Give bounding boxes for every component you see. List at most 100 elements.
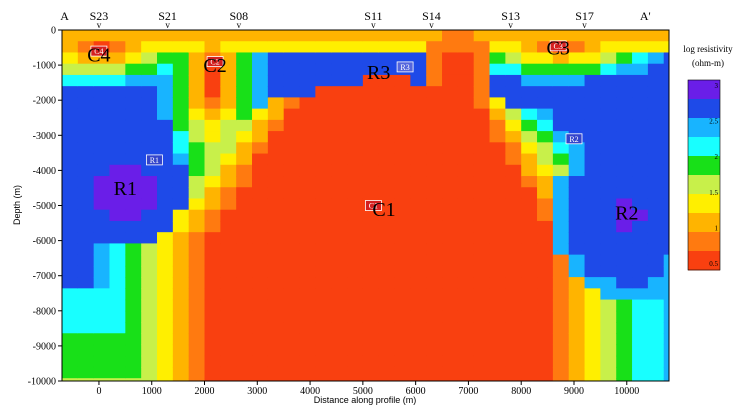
heatmap-cell xyxy=(647,153,665,166)
heatmap-cell xyxy=(473,288,491,301)
heatmap-cell xyxy=(426,198,443,211)
station-label: S21 xyxy=(158,9,177,23)
heatmap-cell xyxy=(252,310,269,323)
heatmap-cell xyxy=(188,119,206,132)
heatmap-cell xyxy=(220,119,237,132)
heatmap-cell xyxy=(93,142,111,155)
heatmap-cell xyxy=(616,355,633,368)
heatmap-cell xyxy=(172,63,190,76)
heatmap-cell xyxy=(457,378,475,381)
heatmap-cell xyxy=(236,41,253,54)
heatmap-cell xyxy=(426,41,443,54)
heatmap-cell xyxy=(457,209,475,222)
heatmap-cell xyxy=(125,232,142,245)
heatmap-cell xyxy=(394,310,411,323)
heatmap-cell xyxy=(93,322,111,334)
heatmap-cell xyxy=(552,299,570,312)
heatmap-cell xyxy=(109,277,126,289)
heatmap-cell xyxy=(252,41,269,54)
heatmap-cell xyxy=(600,74,617,87)
heatmap-cell xyxy=(331,142,348,155)
heatmap-cell xyxy=(616,378,633,381)
heatmap-cell xyxy=(125,187,142,200)
heatmap-cell xyxy=(267,176,285,188)
heatmap-cell xyxy=(647,333,665,346)
heatmap-cell xyxy=(632,355,649,368)
heatmap-cell xyxy=(267,52,285,65)
heatmap-cell xyxy=(252,119,269,132)
heatmap-cell xyxy=(489,310,506,323)
heatmap-cell xyxy=(489,333,506,346)
heatmap-cell xyxy=(315,176,332,188)
heatmap-cell xyxy=(188,254,206,267)
heatmap-cell xyxy=(252,232,269,245)
heatmap-cell xyxy=(442,378,459,381)
station-label: S23 xyxy=(90,9,109,23)
heatmap-cell xyxy=(647,63,665,76)
heatmap-cell xyxy=(394,41,411,54)
heatmap-cell xyxy=(442,74,459,87)
heatmap-cell xyxy=(457,176,475,188)
heatmap-cell xyxy=(584,30,601,42)
heatmap-cell xyxy=(172,142,190,155)
colorbar-frame xyxy=(687,79,721,271)
heatmap-cell xyxy=(141,378,158,381)
heatmap-cell xyxy=(600,220,617,233)
heatmap-cell xyxy=(552,52,570,65)
heatmap-cell xyxy=(505,299,522,312)
heatmap-cell xyxy=(394,265,411,278)
heatmap-cell xyxy=(473,142,491,155)
heatmap-cell xyxy=(410,333,427,346)
heatmap-cell xyxy=(236,119,253,132)
heatmap-cell xyxy=(204,277,221,289)
heatmap-cell xyxy=(457,366,475,379)
heatmap-cell xyxy=(616,63,633,76)
heatmap-cell xyxy=(77,41,95,54)
heatmap-cell xyxy=(378,63,396,76)
heatmap-cell xyxy=(252,153,269,166)
station-label: S08 xyxy=(229,9,248,23)
heatmap-cell xyxy=(426,30,443,42)
heatmap-cell xyxy=(315,153,332,166)
heatmap-cell xyxy=(62,142,79,155)
heatmap-cell xyxy=(252,63,269,76)
heatmap-cell xyxy=(204,63,221,76)
heatmap-cell xyxy=(109,299,126,312)
heatmap-cell xyxy=(188,52,206,65)
heatmap-cell xyxy=(204,164,221,177)
heatmap-cell xyxy=(521,344,538,357)
heatmap-cell xyxy=(600,119,617,132)
heatmap-cell xyxy=(647,322,665,334)
heatmap-cell xyxy=(410,176,427,188)
heatmap-cell xyxy=(331,74,348,87)
heatmap-cell xyxy=(141,265,158,278)
heatmap-cell xyxy=(125,176,142,188)
heatmap-cell xyxy=(552,277,570,289)
heatmap-cell xyxy=(663,366,669,379)
profile-end-label: A' xyxy=(640,9,651,23)
heatmap-cell xyxy=(552,74,570,87)
heatmap-cell xyxy=(489,243,506,256)
heatmap-cell xyxy=(410,119,427,132)
heatmap-cell xyxy=(299,164,316,177)
heatmap-cell xyxy=(267,153,285,166)
heatmap-cell xyxy=(362,333,380,346)
heatmap-cell xyxy=(600,322,617,334)
heatmap-cell xyxy=(347,344,364,357)
heatmap-cell xyxy=(442,176,459,188)
heatmap-cell xyxy=(315,108,332,121)
heatmap-cell xyxy=(77,232,95,245)
heatmap-cell xyxy=(568,63,586,76)
heatmap-cell xyxy=(77,74,95,87)
heatmap-cell xyxy=(410,108,427,121)
heatmap-cell xyxy=(109,333,126,346)
heatmap-cell xyxy=(426,187,443,200)
heatmap-cell xyxy=(172,333,190,346)
heatmap-cell xyxy=(93,277,111,289)
heatmap-cell xyxy=(188,288,206,301)
heatmap-cell xyxy=(220,187,237,200)
heatmap-cell xyxy=(77,164,95,177)
heatmap-cell xyxy=(442,119,459,132)
heatmap-cell xyxy=(252,220,269,233)
heatmap-cell xyxy=(505,265,522,278)
